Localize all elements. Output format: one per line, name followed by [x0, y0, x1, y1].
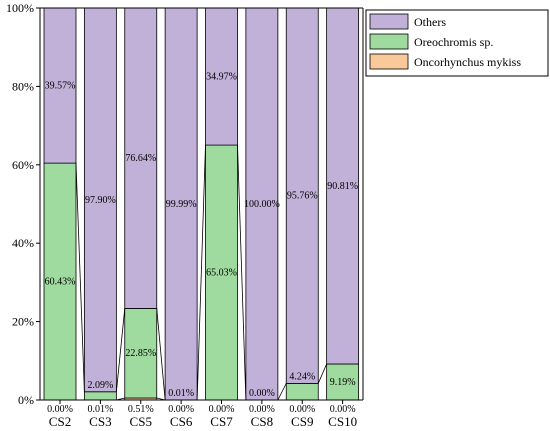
- y-tick-label: 0%: [18, 393, 34, 407]
- y-tick-label: 60%: [12, 158, 34, 172]
- data-label: 95.76%: [287, 191, 318, 202]
- connector-line: [196, 145, 206, 400]
- bar-segment: [43, 7, 77, 164]
- data-label: 0.00%: [47, 404, 73, 415]
- bar-segment: [83, 7, 117, 393]
- bar-segment: [205, 144, 238, 401]
- connector-line: [277, 383, 287, 401]
- connector-line: [115, 308, 126, 392]
- bar-segment: [285, 382, 319, 401]
- data-label: 39.57%: [45, 81, 76, 92]
- data-label: 4.24%: [289, 371, 315, 382]
- y-tick-label: 100%: [6, 1, 34, 15]
- data-label: 0.00%: [168, 404, 194, 415]
- data-label: 100.00%: [244, 199, 280, 210]
- x-tick-label: CS9: [291, 414, 313, 429]
- data-label: 34.97%: [206, 72, 237, 83]
- data-label: 97.90%: [85, 195, 116, 206]
- data-label: 99.99%: [166, 199, 197, 210]
- data-label: 0.51%: [128, 404, 154, 415]
- x-tick-label: CS5: [130, 414, 152, 429]
- bar-segment: [245, 7, 279, 401]
- bar-segment: [285, 7, 319, 384]
- x-tick-label: CS10: [328, 414, 357, 429]
- connector-line: [317, 363, 327, 384]
- data-label: 22.85%: [125, 348, 156, 359]
- x-tick-label: CS2: [49, 414, 71, 429]
- data-label: 0.00%: [209, 404, 235, 415]
- connector-line: [237, 145, 247, 401]
- data-label: 65.03%: [206, 268, 237, 279]
- bar-segment: [205, 7, 238, 146]
- y-tick-label: 40%: [12, 236, 34, 250]
- data-label: 0.00%: [330, 404, 356, 415]
- data-label: 0.00%: [249, 388, 275, 399]
- data-label: 0.00%: [289, 404, 315, 415]
- legend-label: Oncorhynchus mykiss: [414, 55, 521, 69]
- data-label: 2.09%: [87, 380, 113, 391]
- x-tick-label: CS8: [251, 414, 273, 429]
- y-tick-label: 20%: [12, 315, 34, 329]
- legend-swatch: [369, 53, 409, 70]
- data-label: 0.01%: [168, 388, 194, 399]
- y-tick-label: 80%: [12, 79, 34, 93]
- data-label: 9.19%: [330, 377, 356, 388]
- data-label: 90.81%: [327, 181, 358, 192]
- bar-segment: [83, 391, 117, 401]
- x-tick-label: CS3: [89, 414, 111, 429]
- legend-label: Others: [414, 15, 446, 29]
- data-label: 0.01%: [87, 404, 113, 415]
- x-tick-label: CS6: [170, 414, 193, 429]
- data-label: 60.43%: [45, 277, 76, 288]
- bar-segment: [326, 7, 360, 365]
- bar-segment: [43, 162, 77, 401]
- x-tick-label: CS7: [210, 414, 233, 429]
- legend-swatch: [369, 13, 409, 30]
- connector-line: [156, 308, 166, 400]
- connector-line: [75, 163, 85, 392]
- legend-swatch: [369, 33, 409, 50]
- data-label: 0.00%: [249, 404, 275, 415]
- legend-label: Oreochromis sp.: [414, 35, 493, 49]
- data-label: 76.64%: [125, 153, 156, 164]
